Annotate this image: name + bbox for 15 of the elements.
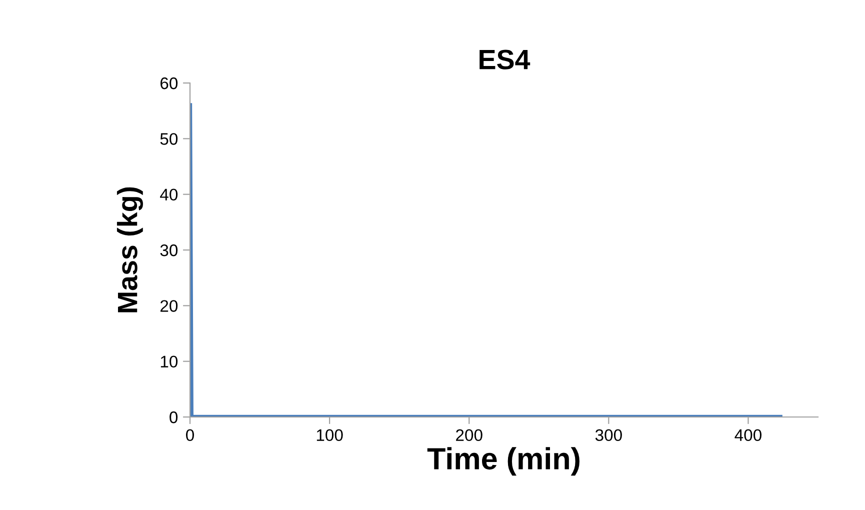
y-tick-label: 10 — [160, 356, 178, 368]
y-tick-label: 20 — [160, 300, 178, 312]
x-tick-label: 200 — [456, 429, 482, 442]
chart-title: ES4 — [480, 50, 530, 70]
x-tick-label: 100 — [316, 429, 343, 442]
x-tick-label: 400 — [734, 429, 762, 442]
y-tick-label: 50 — [160, 133, 178, 145]
x-tick-label: 300 — [595, 429, 622, 442]
y-tick-label: 30 — [160, 244, 178, 256]
x-tick-label: 0 — [186, 429, 194, 442]
y-tick-label: 60 — [160, 77, 178, 90]
x-axis-title: Time (min) — [427, 447, 580, 476]
y-axis-title: Mass (kg) — [116, 187, 143, 312]
y-tick-label: 40 — [160, 188, 178, 201]
y-tick-label: 0 — [170, 411, 178, 424]
